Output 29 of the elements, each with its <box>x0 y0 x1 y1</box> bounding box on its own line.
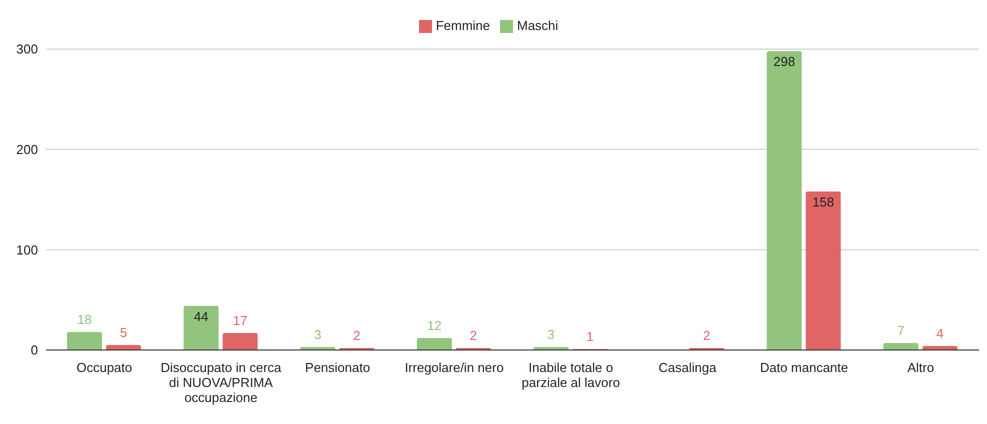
x-tick-label: Pensionato <box>305 360 370 375</box>
x-tick-label: Altro <box>907 360 934 375</box>
data-label: 12 <box>427 318 442 333</box>
data-label: 4 <box>936 326 944 341</box>
data-label: 3 <box>547 326 555 342</box>
x-tick-label: Inabile totale o parziale al lavoro <box>522 360 620 390</box>
data-label: 7 <box>897 322 904 338</box>
x-tick-label: Occupato <box>76 360 132 375</box>
data-label: 298 <box>773 54 796 70</box>
y-tick-label: 100 <box>16 242 38 258</box>
data-label: 2 <box>703 328 710 343</box>
data-label: 2 <box>353 328 360 343</box>
data-label: 17 <box>232 312 248 328</box>
x-tick-label: Casalinga <box>658 360 718 375</box>
x-tick-label: Irregolare/in nero <box>404 360 504 375</box>
data-label: 1 <box>586 328 594 344</box>
legend-label: Femmine <box>436 18 490 33</box>
data-label: 2 <box>470 328 477 343</box>
x-tick-label: Dato mancante <box>760 360 848 375</box>
y-tick-label: 0 <box>30 342 38 358</box>
data-label: 5 <box>120 324 128 340</box>
legend-label: Maschi <box>517 18 558 33</box>
x-tick-label: Disoccupato in cerca di NUOVA/PRIMA occupazione <box>160 360 282 405</box>
data-label: 3 <box>314 326 322 342</box>
data-label: 158 <box>812 194 834 210</box>
y-tick-label: 300 <box>16 42 38 57</box>
data-label: 18 <box>77 312 92 327</box>
data-label: 44 <box>194 308 208 324</box>
y-tick-label: 200 <box>16 142 38 157</box>
